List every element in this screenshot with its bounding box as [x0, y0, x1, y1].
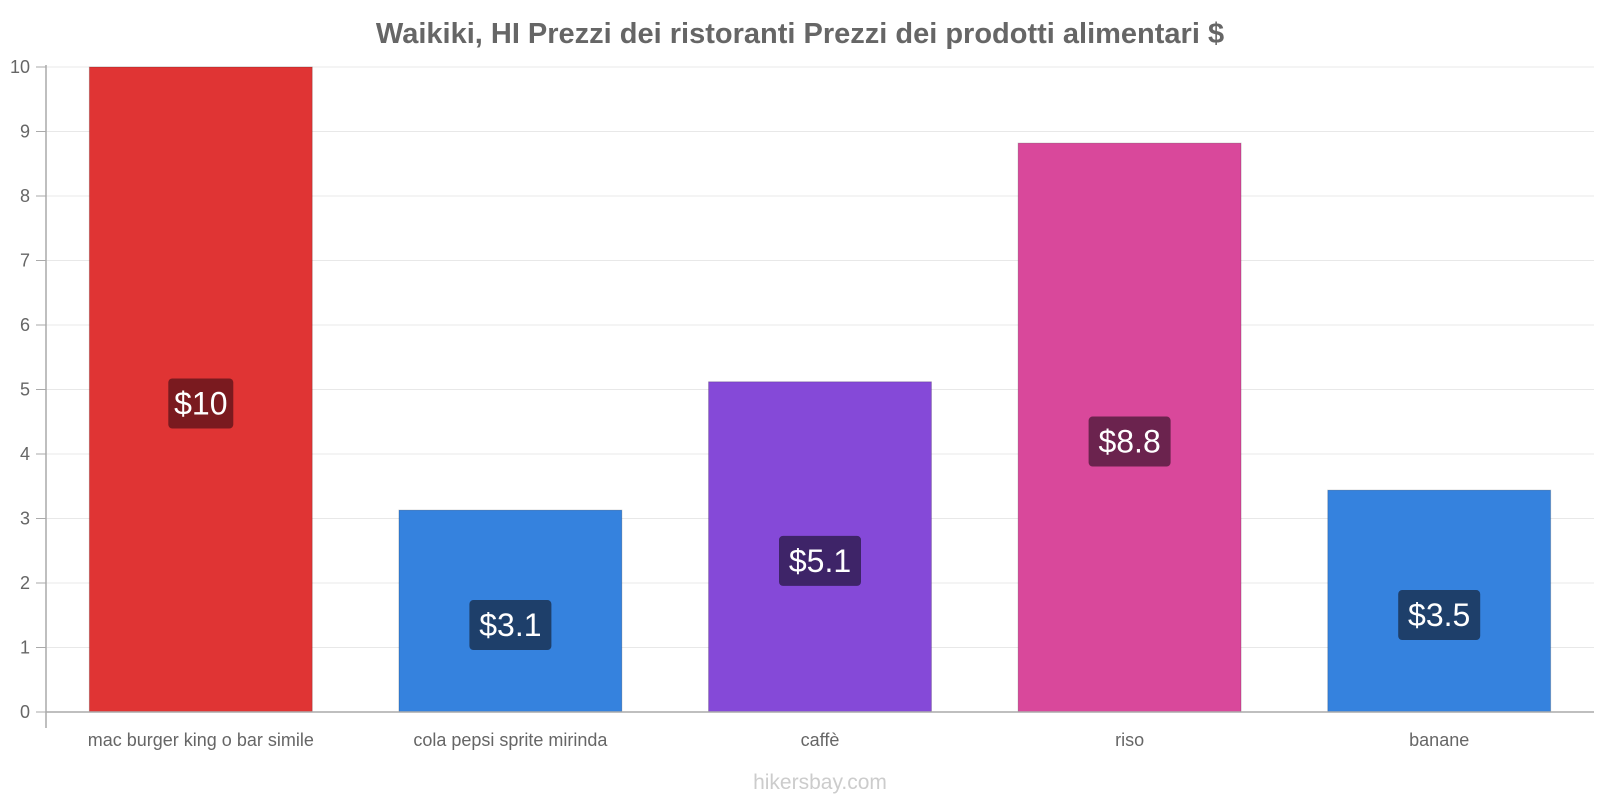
labels: mac burger king o bar simile $10 cola peps…	[88, 378, 1481, 750]
value-label: $3.5	[1408, 597, 1470, 633]
x-category-label: mac burger king o bar simile	[88, 730, 314, 750]
value-label: $8.8	[1098, 424, 1160, 460]
value-label-box	[1398, 590, 1481, 641]
value-label: $3.1	[479, 607, 541, 643]
value-label: $5.1	[789, 543, 851, 579]
value-label-box	[469, 600, 552, 651]
chart-title: Waikiki, HI Prezzi dei ristoranti Prezzi…	[376, 18, 1224, 50]
value-label-box	[1088, 416, 1171, 467]
axes: 0 1 2 3 4 5 6 7 8 9 10	[10, 57, 1594, 728]
y-tick-label: 10	[10, 57, 30, 77]
y-tick-label: 5	[20, 380, 30, 400]
y-tick-label: 6	[20, 315, 30, 335]
x-category-label: banane	[1409, 730, 1469, 750]
y-tick-label: 0	[20, 702, 30, 722]
y-tick-label: 3	[20, 509, 30, 529]
x-category-label: riso	[1115, 730, 1144, 750]
y-tick-label: 9	[20, 122, 30, 142]
value-label-box	[168, 378, 234, 429]
value-label-box	[779, 535, 861, 586]
y-tick-label: 2	[20, 573, 30, 593]
y-tick-label: 7	[20, 251, 30, 271]
x-category-label: caffè	[801, 730, 840, 750]
y-tick-label: 8	[20, 186, 30, 206]
watermark-text: hikersbay.com	[753, 771, 887, 794]
y-tick-label: 4	[20, 444, 30, 464]
x-category-label: cola pepsi sprite mirinda	[413, 730, 608, 750]
y-tick-label: 1	[20, 638, 30, 658]
value-label: $10	[174, 386, 227, 422]
